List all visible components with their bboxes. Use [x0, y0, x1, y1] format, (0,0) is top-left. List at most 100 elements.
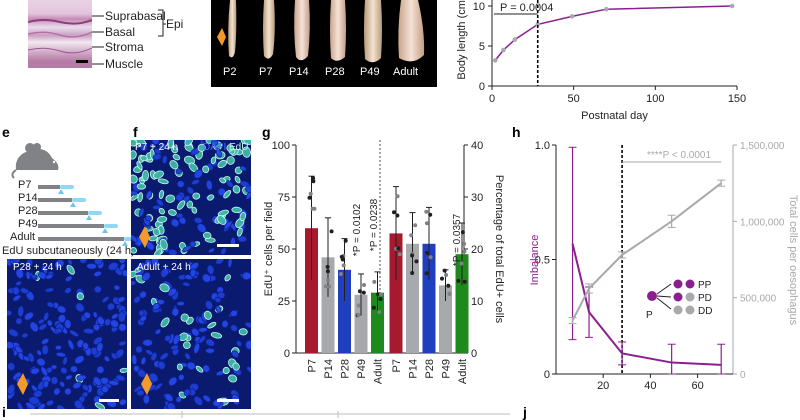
timeline-label-p14: P14 [18, 192, 38, 204]
edu-positive-nucleus [238, 328, 248, 336]
legend-daughter-dot [685, 279, 695, 289]
edu-positive-nucleus [160, 317, 170, 328]
x-axis-title: Postnatal day [581, 110, 648, 122]
timeline-bar [38, 198, 72, 202]
x-tick-label: 50 [568, 93, 580, 105]
edu-positive-nucleus [159, 283, 170, 293]
edu-positive-nucleus [203, 310, 212, 320]
dapi-nucleus [64, 287, 72, 294]
dapi-nucleus [207, 247, 216, 254]
dapi-nucleus [215, 305, 222, 314]
dapi-nucleus [15, 317, 23, 325]
injection-arrow-icon [70, 202, 76, 207]
replicate-point [356, 303, 361, 308]
y-tick-label: 5 [479, 41, 485, 53]
replicate-point [410, 271, 415, 275]
edu-positive-nucleus [131, 193, 139, 201]
replicate-point [325, 269, 330, 274]
dapi-nucleus [198, 335, 207, 344]
edu-positive-nucleus [195, 365, 204, 373]
stain-edu: EdU [229, 142, 249, 153]
dapi-nucleus [245, 184, 251, 194]
category-label: Adult [373, 359, 385, 384]
replicate-point [414, 259, 419, 264]
category-label: P49 [441, 359, 453, 379]
edu-positive-nucleus [222, 366, 230, 375]
replicate-point [428, 212, 433, 217]
replicate-point [343, 238, 348, 243]
panel-label-h: h [512, 124, 521, 140]
panel-label-g: g [262, 124, 271, 140]
replicate-point [462, 279, 467, 284]
dapi-nucleus [109, 319, 120, 328]
dapi-nucleus [229, 309, 238, 317]
timeline-bar [38, 224, 104, 228]
replicate-point [444, 273, 449, 277]
dapi-nucleus [227, 259, 233, 268]
dapi-nucleus [62, 356, 68, 366]
dapi-nucleus [101, 295, 110, 304]
dapi-nucleus [54, 259, 65, 269]
dapi-nucleus [177, 373, 185, 381]
dapi-nucleus [140, 356, 147, 366]
dapi-nucleus [37, 403, 46, 409]
right-tick-label: 1,500,000 [740, 141, 785, 152]
right-tick-label: 10 [471, 296, 483, 308]
dapi-nucleus [118, 259, 127, 264]
image-label-p28: P28 + 24 h [13, 262, 62, 273]
edu-positive-nucleus [76, 292, 84, 301]
dapi-nucleus [150, 259, 160, 267]
dapi-nucleus [131, 234, 138, 243]
scale-bar [217, 399, 239, 402]
dapi-nucleus [220, 247, 227, 255]
microscopy-p28: P28 + 24 h [7, 259, 127, 409]
edu-positive-nucleus [232, 185, 241, 194]
dapi-nucleus [17, 402, 24, 409]
edu-positive-nucleus [171, 146, 179, 154]
replicate-point [357, 289, 362, 294]
image-label-p7: P7 + 24 h [135, 142, 179, 153]
dapi-nucleus [92, 323, 101, 332]
timeline-bar [38, 211, 88, 215]
edu-positive-nucleus [119, 367, 127, 373]
edu-positive-nucleus [210, 332, 222, 339]
edu-positive-nucleus [197, 143, 206, 152]
x-tick-label: 60 [691, 380, 703, 392]
dapi-nucleus [11, 259, 21, 264]
oesophagus-specimens [217, 0, 425, 63]
edu-positive-nucleus [184, 140, 194, 147]
right-axis-title: Total cells per oesophagus [787, 195, 799, 326]
replicate-point [307, 195, 312, 200]
data-point [492, 58, 498, 63]
dapi-nucleus [175, 193, 184, 202]
left-tick-label: 0 [544, 369, 550, 381]
edu-positive-nucleus [217, 209, 230, 217]
legend-arrow [656, 283, 672, 295]
dapi-nucleus [154, 328, 162, 335]
dapi-nucleus [25, 259, 34, 268]
p-value-annotation: *P = 0.0357 [452, 213, 463, 266]
edu-positive-nucleus [236, 227, 243, 237]
replicate-point [424, 271, 429, 276]
legend-daughter-dot [685, 292, 695, 302]
replicate-point [424, 221, 429, 226]
edu-positive-nucleus [131, 140, 138, 147]
right-tick-label: 0 [471, 348, 477, 360]
replicate-point [440, 276, 444, 281]
legend-daughter-dot [673, 292, 683, 302]
dapi-nucleus [118, 323, 127, 332]
edu-positive-nucleus [234, 175, 241, 184]
dapi-nucleus [193, 169, 204, 179]
dapi-nucleus [92, 376, 102, 386]
dapi-nucleus [93, 285, 102, 294]
dapi-nucleus [72, 381, 82, 390]
dapi-nucleus [86, 262, 98, 270]
edu-positive-nucleus [165, 194, 176, 203]
edu-positive-nucleus [223, 190, 232, 199]
dapi-nucleus [193, 395, 204, 406]
scale-bar [99, 399, 119, 402]
edu-positive-nucleus [152, 228, 161, 236]
edu-pulse-bar [104, 224, 118, 228]
replicate-point [413, 223, 418, 228]
dapi-nucleus [96, 365, 105, 374]
